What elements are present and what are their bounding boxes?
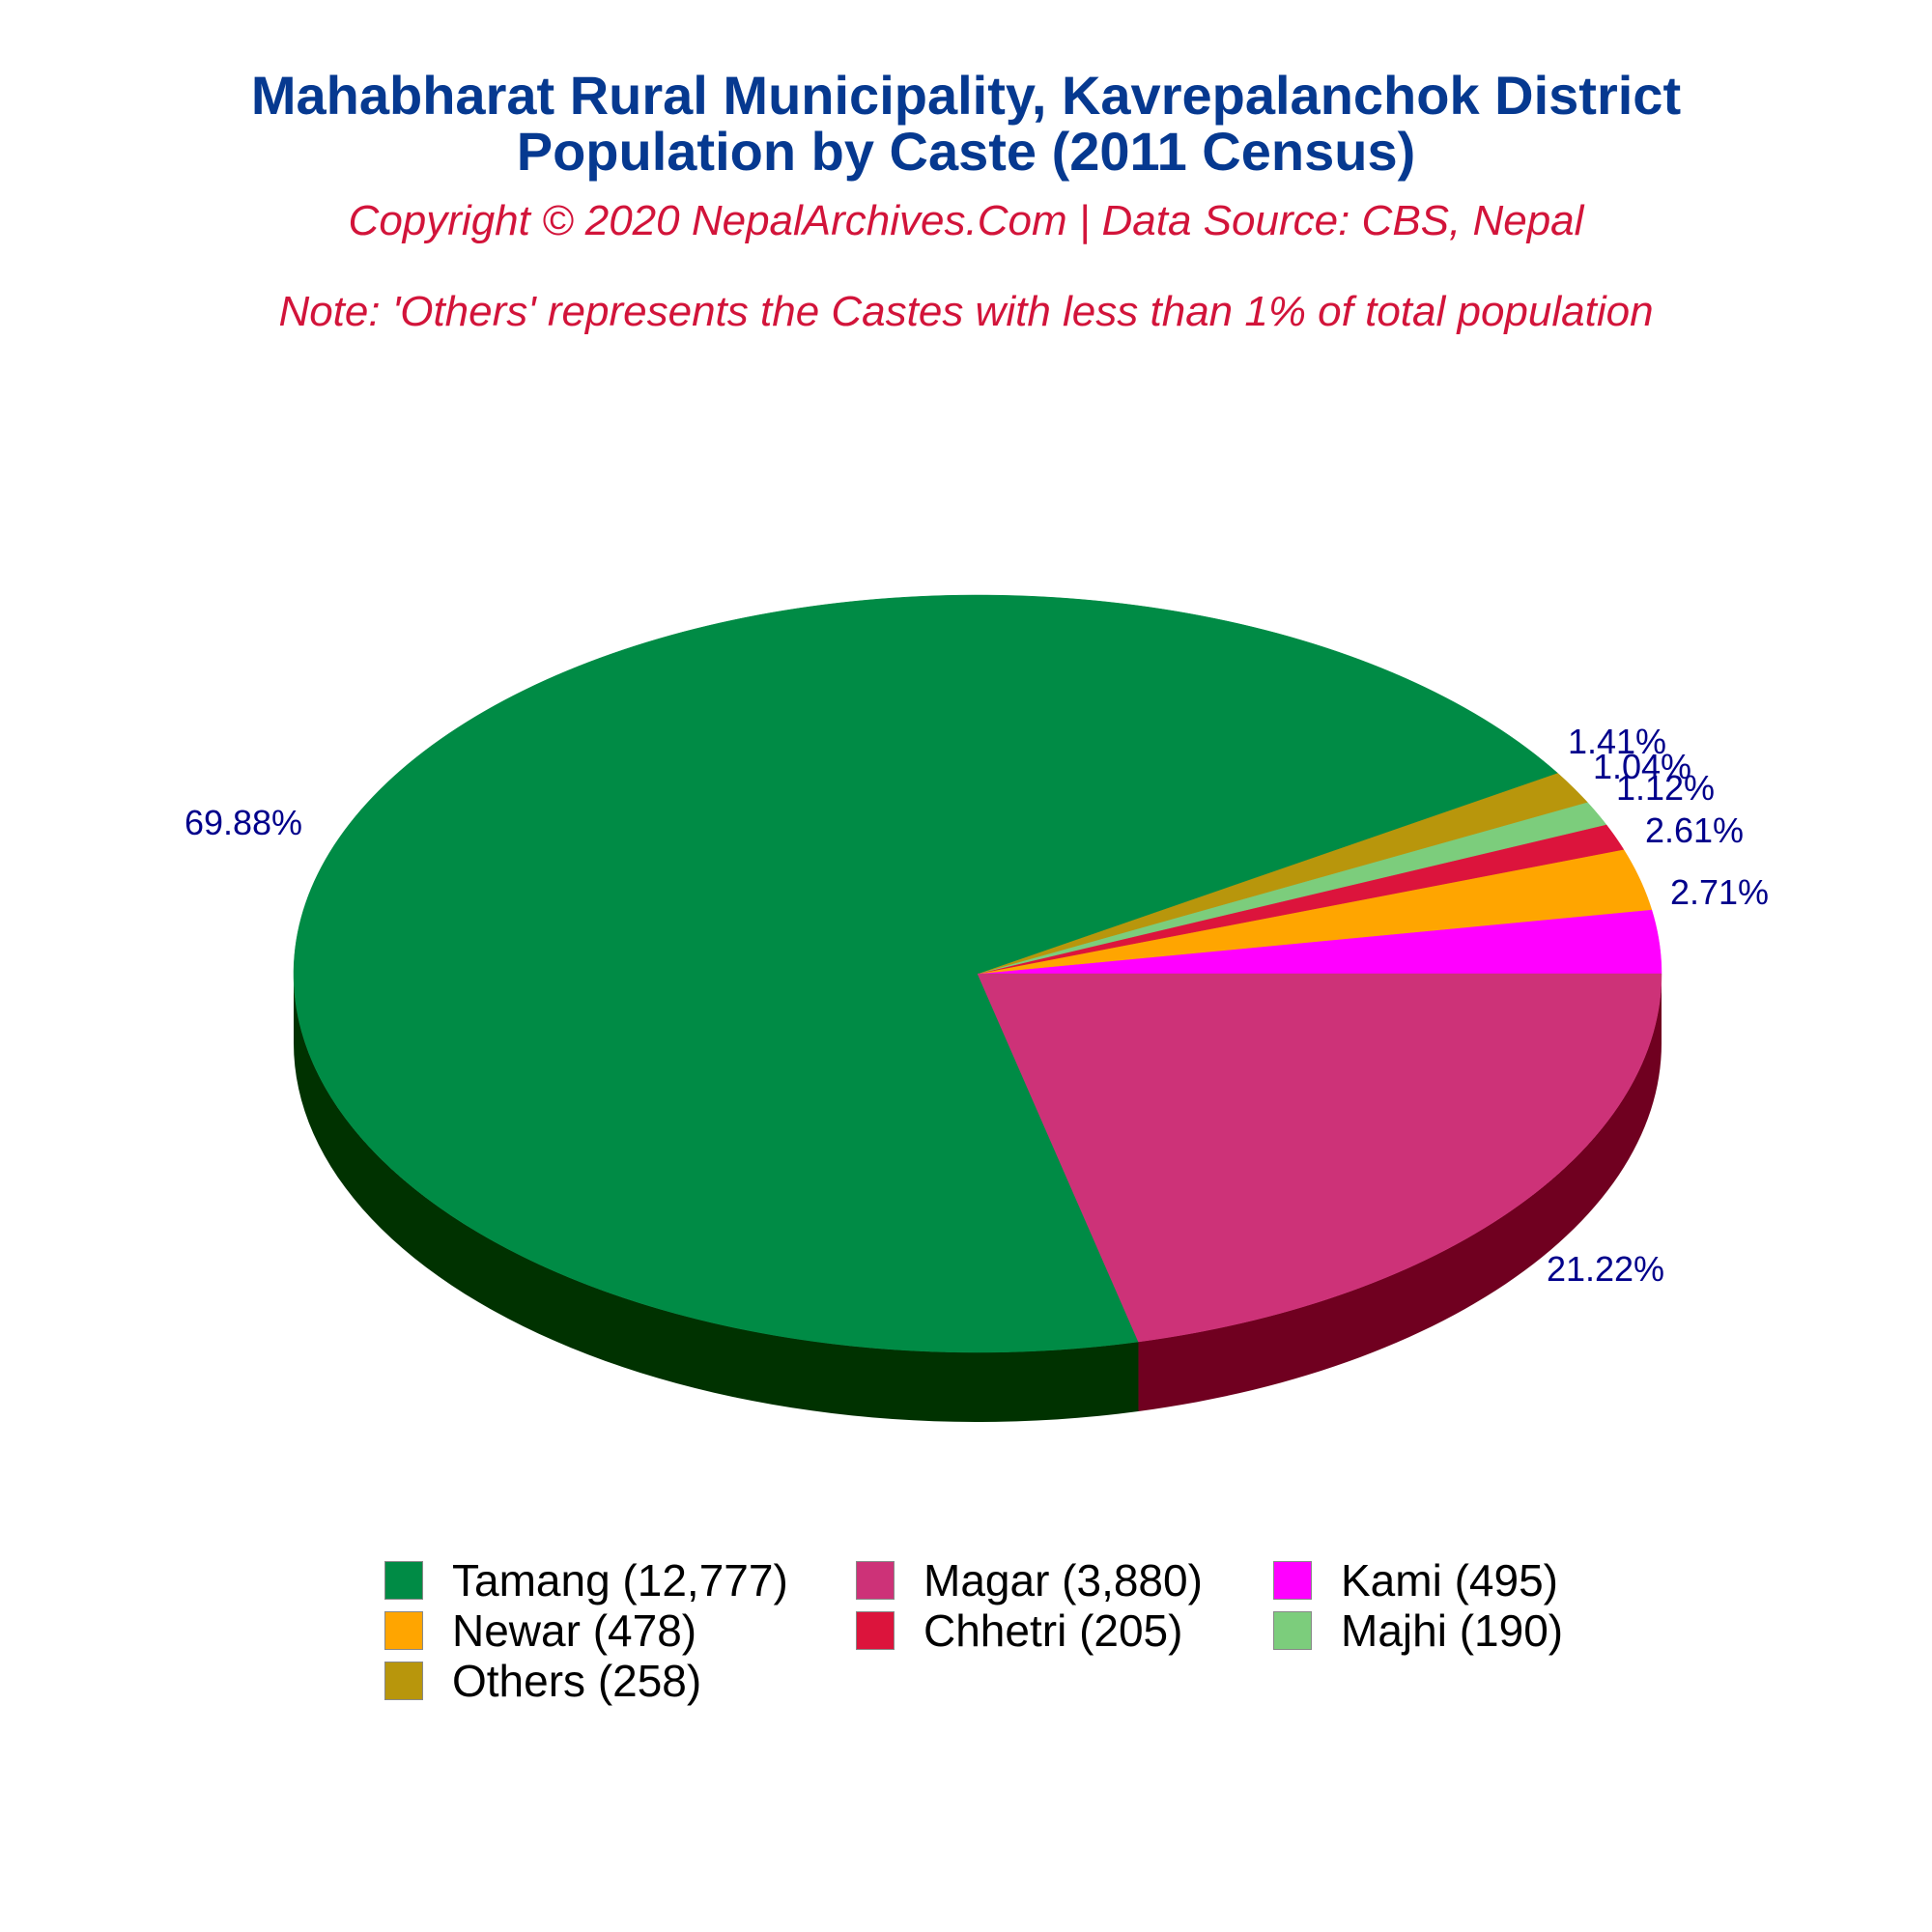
legend-swatch-majhi xyxy=(1273,1611,1312,1650)
pie-label-majhi: 1.04% xyxy=(1593,747,1691,786)
pie-slice-newar xyxy=(977,849,1653,975)
pie-slice-magar xyxy=(977,973,1662,1343)
pie-label-kami: 2.71% xyxy=(1670,872,1769,912)
pie-labels: 2.71% 2.61%1.12%1.04%1.41% 69.88% 21.22% xyxy=(185,722,1769,1289)
legend-label-tamang: Tamang (12,777) xyxy=(452,1555,788,1605)
legend-item-majhi: Majhi (190) xyxy=(1273,1605,1563,1656)
pie-label-newar: 2.61% xyxy=(1645,810,1744,850)
legend-item-tamang: Tamang (12,777) xyxy=(384,1555,788,1605)
pie-slice-others xyxy=(977,772,1588,975)
legend-label-magar: Magar (3,880) xyxy=(923,1555,1203,1605)
legend-swatch-chhetri xyxy=(856,1611,895,1650)
pie-side-tamang xyxy=(294,974,1139,1422)
pie-label-chhetri: 1.12% xyxy=(1616,768,1715,808)
legend-swatch-tamang xyxy=(384,1561,423,1600)
pie-side-magar xyxy=(1138,974,1662,1412)
pie-slice-majhi xyxy=(977,802,1607,975)
pie-slice-chhetri xyxy=(977,824,1625,975)
legend-label-others: Others (258) xyxy=(452,1656,702,1706)
pie-slices xyxy=(293,594,1662,1353)
pie-label-others: 1.41% xyxy=(1568,722,1666,761)
legend-item-chhetri: Chhetri (205) xyxy=(856,1605,1182,1656)
legend-item-magar: Magar (3,880) xyxy=(856,1555,1203,1605)
copyright-text: Copyright © 2020 NepalArchives.Com | Dat… xyxy=(348,197,1584,244)
legend-label-chhetri: Chhetri (205) xyxy=(923,1605,1183,1656)
legend-label-newar: Newar (478) xyxy=(452,1605,697,1656)
pie-label-magar: 21.22% xyxy=(1547,1249,1664,1289)
pie-sides xyxy=(294,974,1662,1422)
pie-label-tamang: 69.88% xyxy=(185,803,302,842)
legend-item-kami: Kami (495) xyxy=(1273,1555,1558,1605)
pie-chart: 2.71% 2.61%1.12%1.04%1.41% 69.88% 21.22% xyxy=(185,594,1769,1422)
chart-title-line2: Population by Caste (2011 Census) xyxy=(516,121,1416,182)
legend-swatch-newar xyxy=(384,1611,423,1650)
pie-slice-tamang xyxy=(293,594,1558,1353)
legend-label-majhi: Majhi (190) xyxy=(1341,1605,1564,1656)
legend-item-others: Others (258) xyxy=(384,1656,701,1706)
legend-label-kami: Kami (495) xyxy=(1341,1555,1558,1605)
note-text: Note: 'Others' represents the Castes wit… xyxy=(278,288,1654,335)
legend-item-newar: Newar (478) xyxy=(384,1605,696,1656)
legend-swatch-others xyxy=(384,1662,423,1700)
legend-swatch-magar xyxy=(856,1561,895,1600)
legend-swatch-kami xyxy=(1273,1561,1312,1600)
chart-title-line1: Mahabharat Rural Municipality, Kavrepala… xyxy=(250,65,1682,126)
